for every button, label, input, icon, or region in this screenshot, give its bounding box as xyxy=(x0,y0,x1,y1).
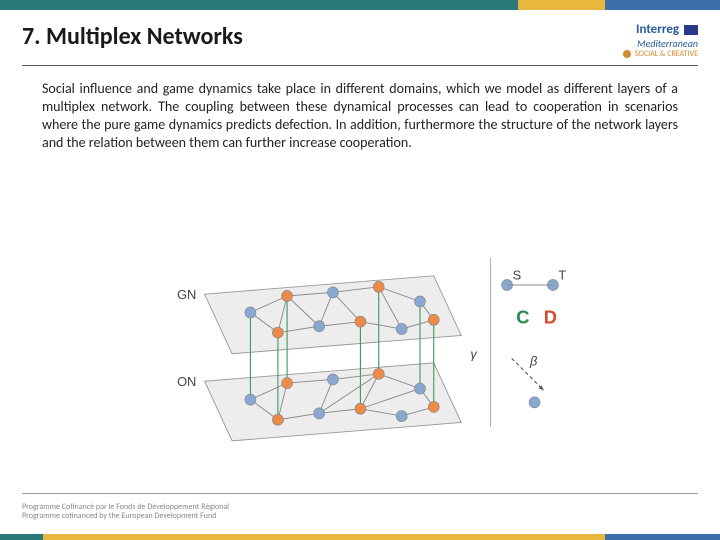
eu-flag-icon xyxy=(684,25,698,35)
body-paragraph: Social influence and game dynamics take … xyxy=(42,80,678,152)
svg-text:C: C xyxy=(516,307,529,328)
svg-text:ON: ON xyxy=(177,374,196,389)
logo-text-2: Mediterranean xyxy=(623,38,698,50)
svg-text:GN: GN xyxy=(177,287,196,302)
logo-dot-icon xyxy=(623,50,631,58)
top-stripe xyxy=(0,0,720,10)
logo-text-3: SOCIAL & CREATIVE xyxy=(635,50,698,60)
svg-text:β: β xyxy=(529,354,538,369)
svg-text:γ: γ xyxy=(470,346,478,361)
svg-text:D: D xyxy=(544,307,557,328)
logo-block: Interreg Mediterranean SOCIAL & CREATIVE xyxy=(623,22,698,59)
page-title: 7. Multiplex Networks xyxy=(22,22,243,51)
footer-text: Programme Cofinancé par le Fonds de Déve… xyxy=(22,503,229,522)
bottom-stripe xyxy=(0,534,720,540)
logo-text-1: Interreg xyxy=(636,22,679,37)
header: 7. Multiplex Networks Interreg Mediterra… xyxy=(22,22,698,66)
svg-text:T: T xyxy=(558,268,566,283)
multiplex-diagram: GN ON γ S T CDβ xyxy=(130,230,600,450)
footer-line-2: Programme cofinanced by the European Dev… xyxy=(22,512,229,522)
svg-text:S: S xyxy=(513,268,522,283)
footer-rule xyxy=(22,493,698,494)
